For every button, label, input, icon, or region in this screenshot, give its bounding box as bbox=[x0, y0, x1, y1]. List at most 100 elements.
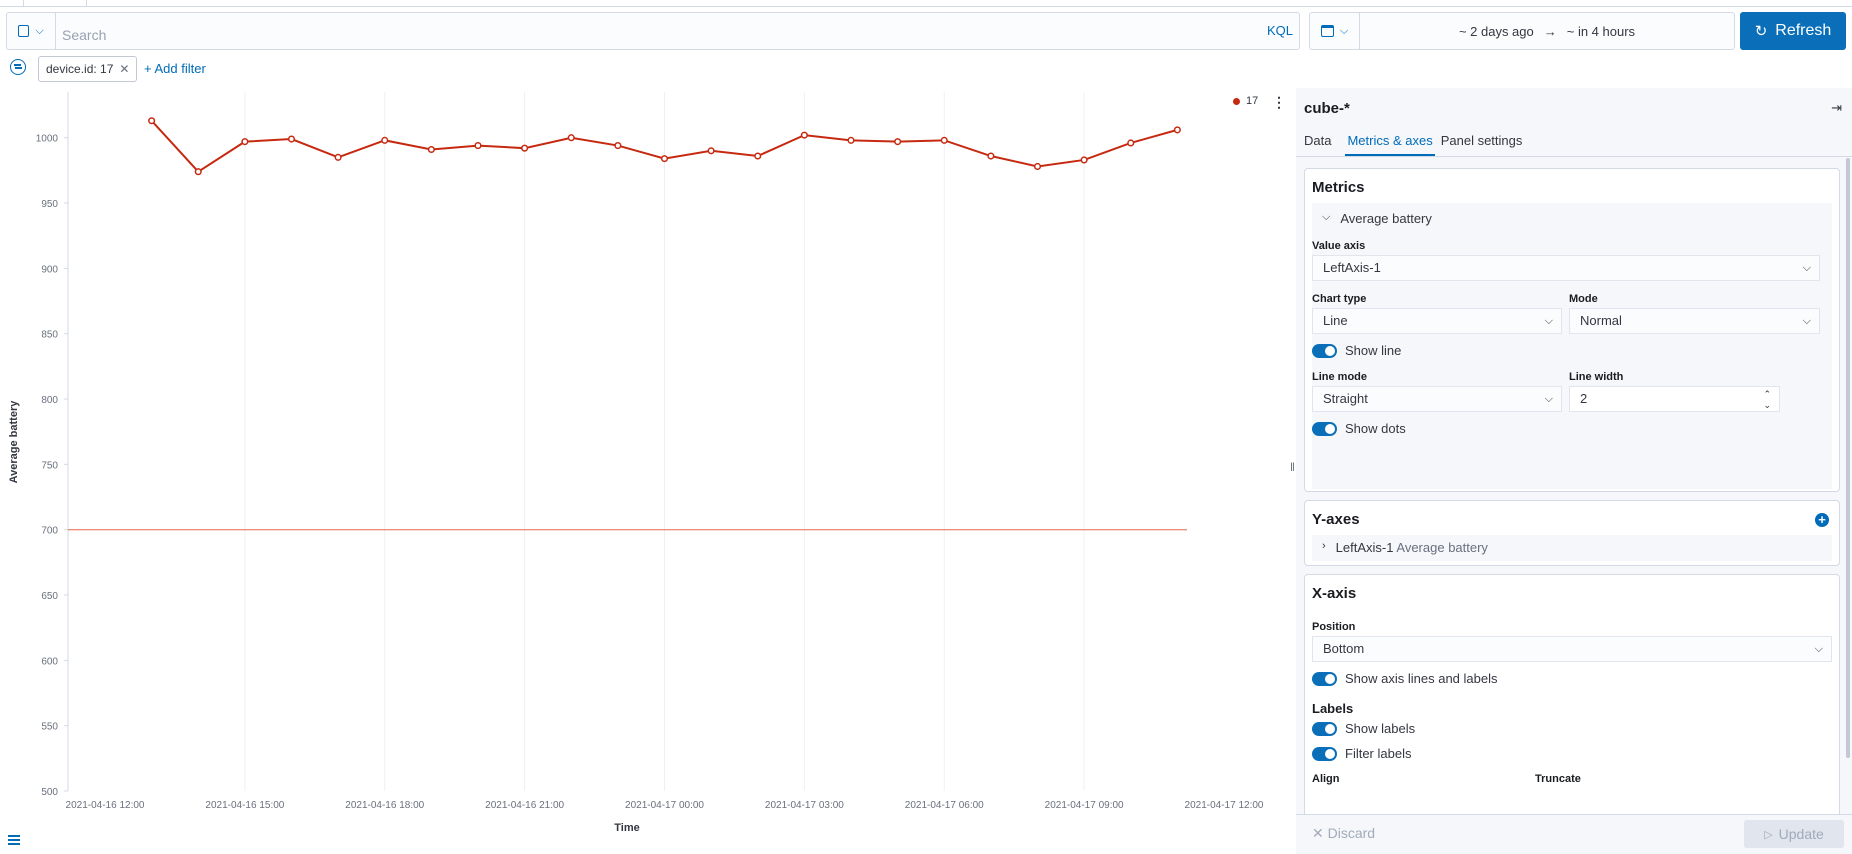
switch[interactable] bbox=[1312, 671, 1337, 686]
labels-heading: Labels bbox=[1312, 701, 1354, 716]
data-point bbox=[334, 153, 342, 161]
update-button[interactable]: ▷ Update bbox=[1744, 820, 1844, 848]
x-axis-card: X-axis Position Bottom ⌵ Show axis lines … bbox=[1304, 574, 1840, 834]
close-icon: ✕ bbox=[1312, 825, 1324, 841]
y-tick-label: 850 bbox=[41, 330, 58, 341]
data-point bbox=[1173, 126, 1181, 134]
line-mode-label: Line mode bbox=[1312, 371, 1368, 383]
y-tick-label: 700 bbox=[41, 526, 58, 537]
y-tick-label: 900 bbox=[41, 264, 58, 275]
data-point bbox=[381, 136, 389, 144]
show-line-toggle[interactable]: Show line bbox=[1312, 343, 1401, 358]
truncate-label: Truncate bbox=[1535, 773, 1581, 785]
close-icon[interactable]: ✕ bbox=[119, 62, 130, 76]
saved-query-button[interactable]: ⌵ bbox=[7, 13, 56, 49]
show-labels-toggle[interactable]: Show labels bbox=[1312, 721, 1415, 736]
chart-legend[interactable]: 17 bbox=[1233, 95, 1258, 107]
date-picker: ⌵ ~ 2 days ago → ~ in 4 hours bbox=[1309, 12, 1735, 50]
data-point bbox=[940, 136, 948, 144]
add-filter-button[interactable]: + Add filter bbox=[144, 61, 206, 76]
editor-footer: ✕ Discard ▷ Update bbox=[1296, 814, 1852, 854]
chevron-down-icon: ⌵ bbox=[1322, 211, 1331, 223]
kql-toggle[interactable]: KQL bbox=[1266, 23, 1293, 38]
chevron-down-icon: ⌵ bbox=[35, 24, 44, 37]
data-point bbox=[1033, 162, 1042, 171]
line-mode-select[interactable]: Straight ⌵ bbox=[1312, 386, 1562, 412]
data-point bbox=[847, 136, 855, 144]
data-point bbox=[707, 147, 715, 155]
filter-options-icon[interactable] bbox=[10, 59, 26, 75]
data-point bbox=[754, 152, 762, 160]
data-point bbox=[521, 144, 529, 152]
list-icon[interactable] bbox=[8, 835, 22, 847]
y-tick-label: 550 bbox=[41, 722, 58, 733]
data-point bbox=[427, 145, 435, 154]
date-end[interactable]: ~ in 4 hours bbox=[1566, 23, 1636, 39]
value-axis-select[interactable]: LeftAxis-1 ⌵ bbox=[1312, 255, 1820, 281]
chart-type-label: Chart type bbox=[1312, 293, 1367, 305]
resize-handle[interactable]: ‖ bbox=[1290, 460, 1295, 474]
collapse-panel-icon[interactable]: ⇥ bbox=[1831, 100, 1842, 115]
y-axis-title: Average battery bbox=[8, 400, 20, 484]
panel-tabs: Data Metrics & axes Panel settings bbox=[1304, 126, 1536, 156]
show-dots-toggle[interactable]: Show dots bbox=[1312, 421, 1406, 436]
switch[interactable] bbox=[1312, 721, 1337, 736]
mode-select[interactable]: Normal ⌵ bbox=[1569, 308, 1820, 334]
data-point bbox=[1080, 156, 1088, 164]
quick-date-button[interactable]: ⌵ bbox=[1310, 13, 1360, 49]
data-point bbox=[474, 142, 482, 150]
tab-divider bbox=[1296, 156, 1852, 157]
calendar-icon bbox=[1320, 25, 1334, 37]
mode-label: Mode bbox=[1569, 293, 1598, 305]
value-axis-label: Value axis bbox=[1312, 240, 1366, 252]
x-tick-label: 2021-04-17 06:00 bbox=[905, 800, 984, 811]
tab-data[interactable]: Data bbox=[1304, 133, 1332, 148]
y-axis-item[interactable]: › LeftAxis-1 Average battery bbox=[1312, 535, 1832, 561]
save-icon bbox=[18, 25, 30, 37]
date-start[interactable]: ~ 2 days ago bbox=[1458, 23, 1534, 39]
data-point bbox=[194, 168, 202, 176]
discard-button[interactable]: ✕ Discard bbox=[1312, 825, 1376, 841]
y-tick-label: 950 bbox=[41, 199, 58, 210]
data-point bbox=[567, 134, 575, 142]
chart-type-select[interactable]: Line ⌵ bbox=[1312, 308, 1562, 334]
refresh-button[interactable]: ↻ Refresh bbox=[1740, 12, 1846, 50]
legend-menu-icon[interactable]: ⋮ bbox=[1272, 94, 1286, 110]
add-axis-icon[interactable]: + bbox=[1815, 513, 1829, 527]
show-axis-toggle[interactable]: Show axis lines and labels bbox=[1312, 671, 1497, 686]
panel-title: cube-* bbox=[1304, 100, 1350, 117]
x-tick-label: 2021-04-16 15:00 bbox=[205, 800, 284, 811]
y-axis-item-name: LeftAxis-1 bbox=[1335, 540, 1394, 555]
x-tick-label: 2021-04-16 18:00 bbox=[345, 800, 424, 811]
switch[interactable] bbox=[1312, 343, 1337, 358]
legend-color-dot bbox=[1233, 97, 1240, 105]
filter-labels-toggle[interactable]: Filter labels bbox=[1312, 746, 1411, 761]
chevron-right-icon: › bbox=[1322, 540, 1326, 552]
y-tick-label: 600 bbox=[41, 656, 58, 667]
data-point bbox=[800, 131, 808, 139]
line-width-input[interactable]: 2 ⌃ ⌄ bbox=[1569, 386, 1780, 412]
search-input[interactable]: Search bbox=[62, 27, 107, 43]
data-point bbox=[241, 138, 249, 146]
x-axis-heading: X-axis bbox=[1312, 585, 1357, 602]
legend-label: 17 bbox=[1246, 95, 1259, 107]
x-tick-label: 2021-04-16 21:00 bbox=[485, 800, 564, 811]
data-point bbox=[894, 138, 902, 146]
stepper-icon[interactable]: ⌃ ⌄ bbox=[1763, 389, 1771, 410]
tab-panel-settings[interactable]: Panel settings bbox=[1440, 133, 1523, 148]
y-tick-label: 800 bbox=[41, 395, 58, 406]
x-axis-title: Time bbox=[614, 822, 640, 834]
chevron-down-icon: ⌵ bbox=[1544, 393, 1553, 405]
panel-scrollbar[interactable] bbox=[1846, 158, 1850, 758]
switch[interactable] bbox=[1312, 421, 1337, 436]
switch[interactable] bbox=[1312, 746, 1337, 761]
position-select[interactable]: Bottom ⌵ bbox=[1312, 636, 1832, 662]
metric-accordion-toggle[interactable]: ⌵ Average battery bbox=[1322, 211, 1432, 226]
arrow-right-icon: → bbox=[1543, 23, 1557, 39]
editor-panel: cube-* ⇥ Data Metrics & axes Panel setti… bbox=[1296, 88, 1852, 854]
filter-pill[interactable]: device.id: 17 ✕ bbox=[38, 56, 138, 82]
metric-section: ⌵ Average battery Value axis LeftAxis-1 ⌵… bbox=[1312, 203, 1832, 489]
chevron-down-icon: ⌵ bbox=[1544, 315, 1553, 327]
x-tick-label: 2021-04-17 00:00 bbox=[625, 800, 704, 811]
tab-metrics-axes[interactable]: Metrics & axes bbox=[1345, 126, 1435, 156]
